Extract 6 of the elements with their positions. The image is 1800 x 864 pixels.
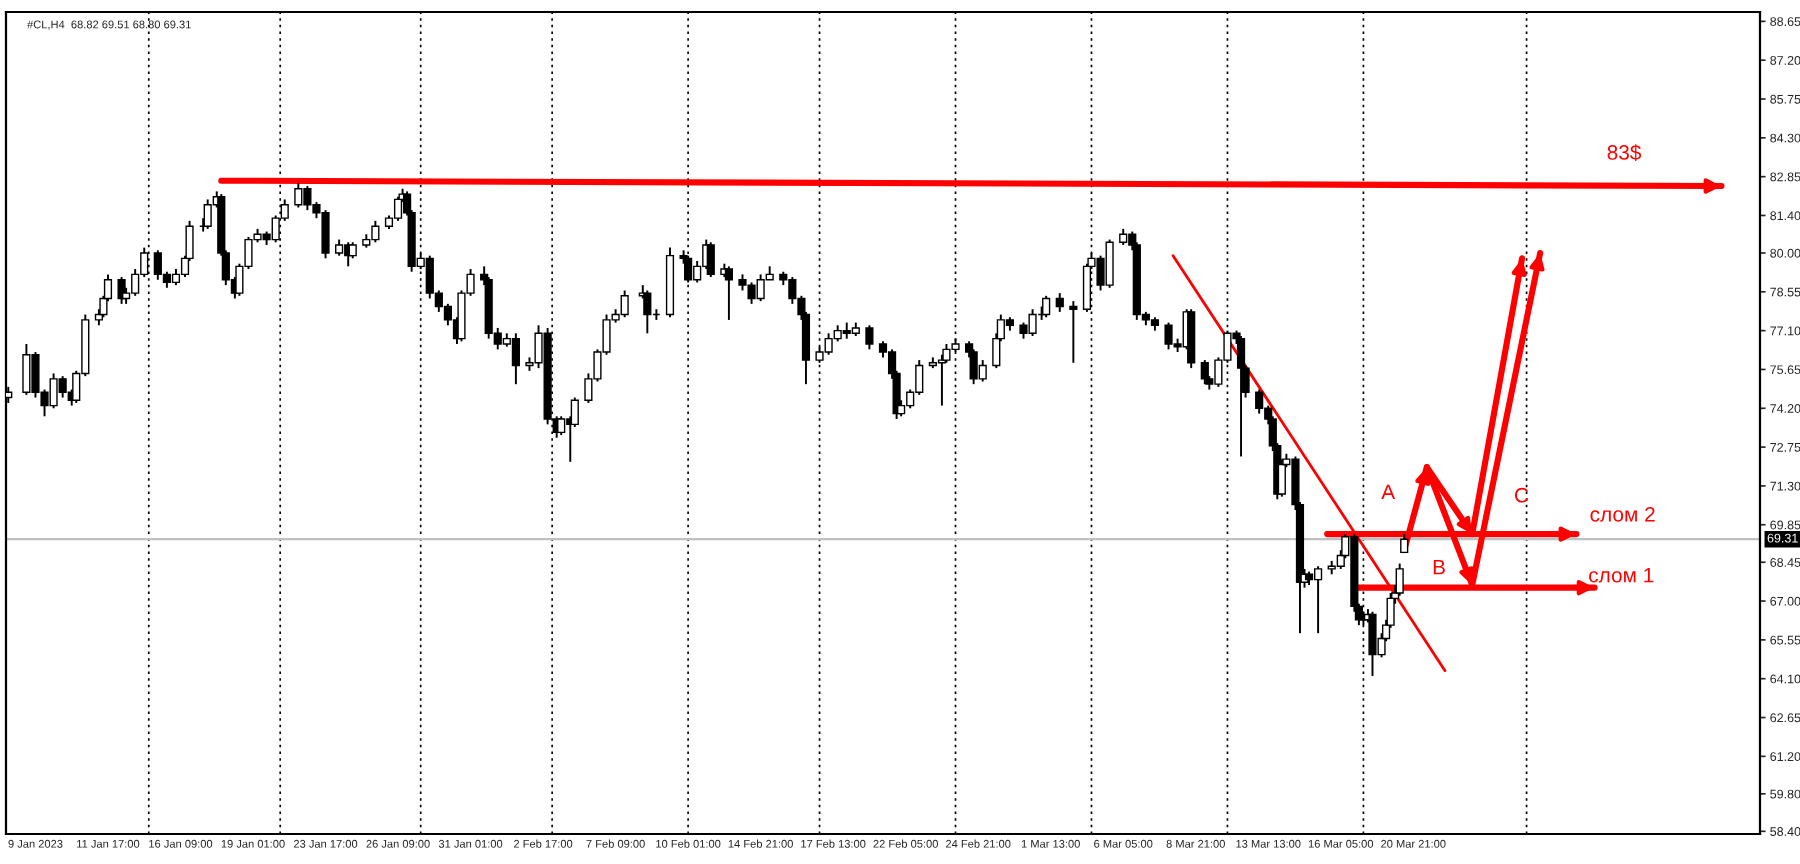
annotation: слом 1 [1589, 568, 1654, 583]
annotation: 83$ [1607, 144, 1642, 162]
annotation: A [1381, 484, 1396, 500]
annotation: B [1433, 559, 1445, 575]
annotation: C [1514, 487, 1529, 503]
annotation: слом 2 [1590, 506, 1655, 522]
